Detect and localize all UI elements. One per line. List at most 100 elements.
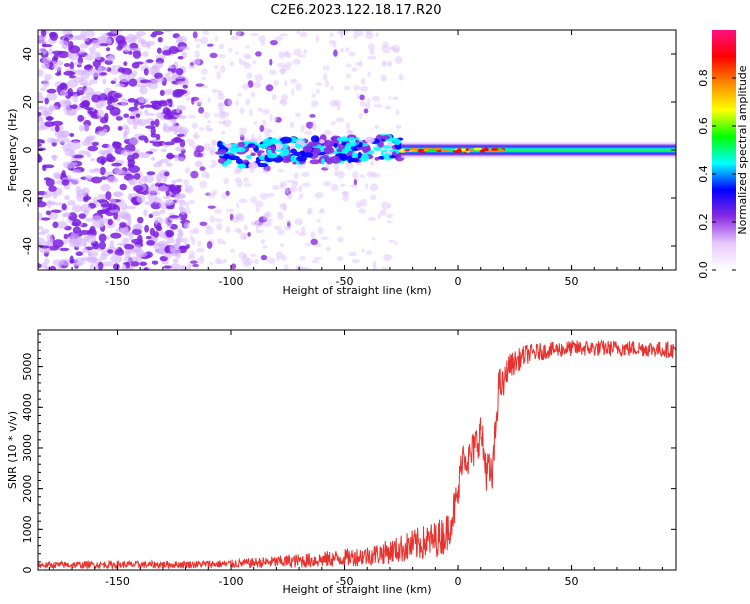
noise-blob [398,74,404,81]
noise-blob [192,31,198,39]
noise-blob [284,225,292,231]
noise-blob [298,54,306,58]
noise-blob [279,33,288,37]
noise-blob [61,179,70,186]
noise-blob [209,215,215,223]
noise-blob [255,219,260,227]
noise-blob [110,232,122,239]
noise-blob [72,76,84,83]
noise-blob [372,236,376,241]
noise-blob [123,113,130,118]
noise-blob [183,237,189,245]
noise-blob [212,189,218,196]
noise-blob [136,194,146,204]
noise-blob [195,99,204,106]
noise-blob [381,266,388,270]
noise-blob [243,183,252,187]
noise-blob [83,65,92,70]
spectrogram-y-tick-label: 20 [21,95,34,109]
noise-blob [316,219,321,223]
noise-blob [384,105,392,110]
noise-blob [38,143,42,147]
noise-blob [233,168,242,175]
spectrogram-x-tick-label: 0 [455,275,462,288]
noise-blob [380,74,387,82]
noise-blob [109,68,120,75]
noise-blob [83,86,95,96]
signal-blob [295,155,307,162]
noise-blob [280,243,285,248]
noise-blob [46,88,57,94]
noise-blob [63,233,69,240]
noise-blob [97,65,103,75]
noise-blob [311,100,319,108]
noise-blob [162,107,170,115]
noise-blob [193,227,200,235]
noise-blob [174,146,186,152]
noise-blob [219,107,225,115]
noise-blob [359,94,365,101]
signal-blob [259,143,269,149]
noise-blob [160,148,167,153]
signal-blob [257,151,262,157]
noise-blob [124,243,135,250]
noise-blob [273,225,283,230]
noise-blob [283,264,289,270]
noise-blob [48,48,53,55]
noise-blob [356,30,364,37]
signal-peak [468,148,474,152]
signal-peak [473,147,483,151]
noise-blob [239,107,245,115]
noise-blob [121,97,128,107]
noise-blob [387,60,393,68]
noise-blob [373,104,383,108]
noise-blob [183,179,190,186]
colorbar-tick-label: 0.4 [697,165,710,183]
noise-blob [143,209,148,217]
snr-frame [37,329,677,571]
noise-blob [217,238,224,245]
noise-blob [150,126,156,136]
noise-blob [249,108,253,117]
noise-blob [41,194,51,198]
noise-blob [253,81,261,89]
noise-blob [207,205,216,209]
noise-blob [80,204,91,213]
noise-blob [62,161,75,169]
noise-blob [75,251,83,257]
spectrogram-y-tick-label: 0 [21,147,34,154]
noise-blob [243,53,252,59]
noise-blob [111,162,123,167]
signal-blob [347,150,353,155]
noise-blob [171,119,177,126]
noise-blob [178,205,184,211]
noise-blob [144,224,150,233]
noise-blob [259,124,265,132]
noise-blob [41,56,52,64]
noise-blob [47,238,55,247]
signal-peak [483,148,489,152]
noise-blob [83,197,89,202]
noise-blob [133,223,143,230]
signal-blob [359,157,367,162]
noise-blob [205,226,214,235]
noise-blob [363,108,369,114]
noise-blob [139,85,148,95]
noise-blob [387,203,392,209]
noise-blob [150,100,162,105]
noise-blob [38,237,46,246]
noise-blob [54,65,63,72]
noise-blob [110,30,122,34]
noise-blob [84,107,94,111]
noise-blob [163,114,174,120]
noise-blob [280,202,287,207]
noise-blob [199,166,206,171]
noise-blob [333,49,338,57]
noise-blob [168,186,177,193]
noise-blob [186,223,190,229]
noise-blob [120,149,131,156]
noise-blob [306,211,312,215]
noise-blob [44,73,52,81]
noise-blob [166,98,173,104]
